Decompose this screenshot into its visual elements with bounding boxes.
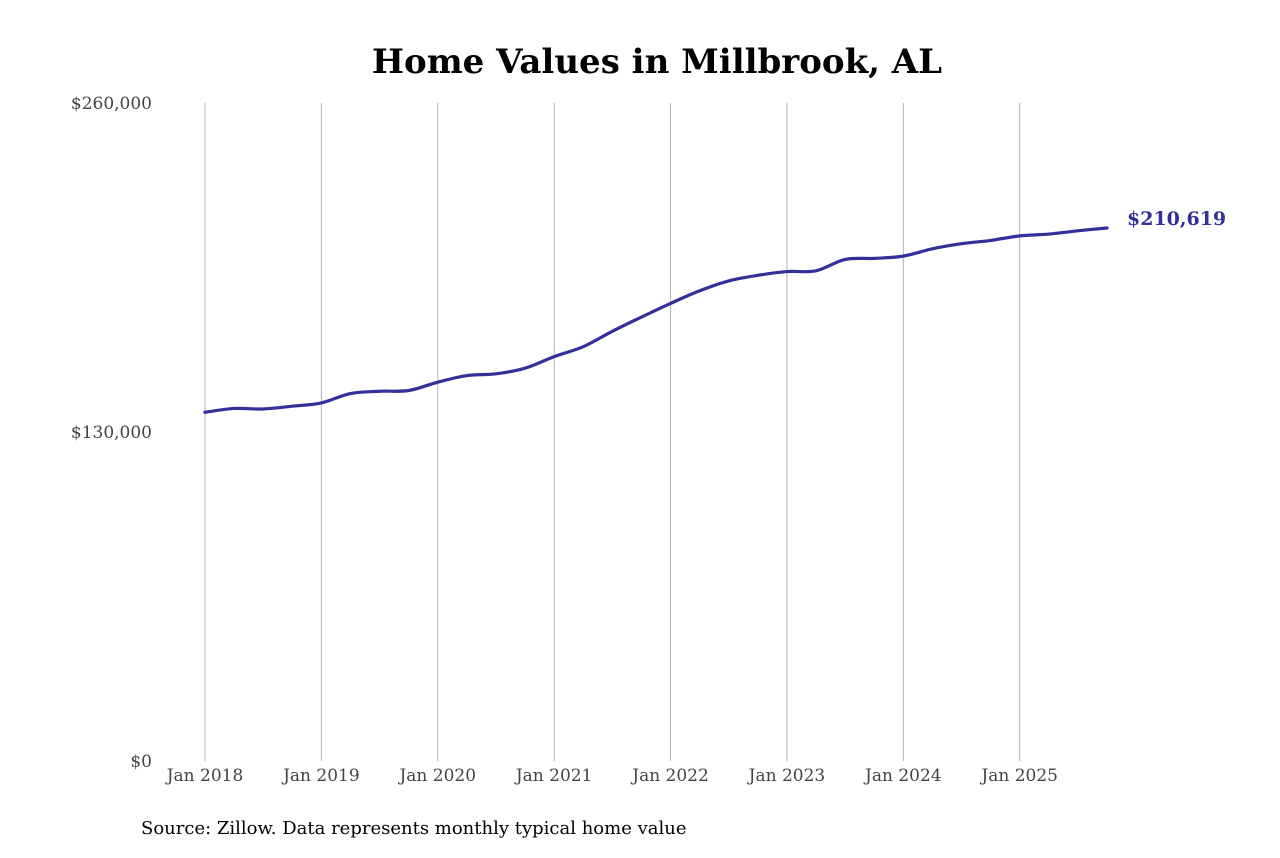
x-tick-label: Jan 2022 [630,766,709,786]
chart-title: Home Values in Millbrook, AL [372,42,942,82]
y-tick-label: $0 [130,752,152,772]
gridlines [204,103,1021,761]
x-axis-ticks: Jan 2018 Jan 2019 Jan 2020 Jan 2021 Jan 2022… [165,766,1058,786]
y-tick-label: $260,000 [71,94,152,114]
x-tick-label: Jan 2025 [979,766,1058,786]
y-tick-label: $130,000 [71,423,152,443]
end-value-label: $210,619 [1127,208,1226,230]
x-tick-label: Jan 2019 [281,766,360,786]
x-tick-label: Jan 2024 [863,766,942,786]
x-tick-label: Jan 2018 [165,766,244,786]
series-line [203,226,1109,414]
x-tick-label: Jan 2020 [397,766,476,786]
series-layer: $210,619 [203,208,1226,414]
source-note: Source: Zillow. Data represents monthly … [141,818,687,839]
y-axis-ticks: $0 $130,000 $260,000 [71,94,152,772]
x-tick-label: Jan 2023 [747,766,826,786]
x-tick-label: Jan 2021 [514,766,593,786]
